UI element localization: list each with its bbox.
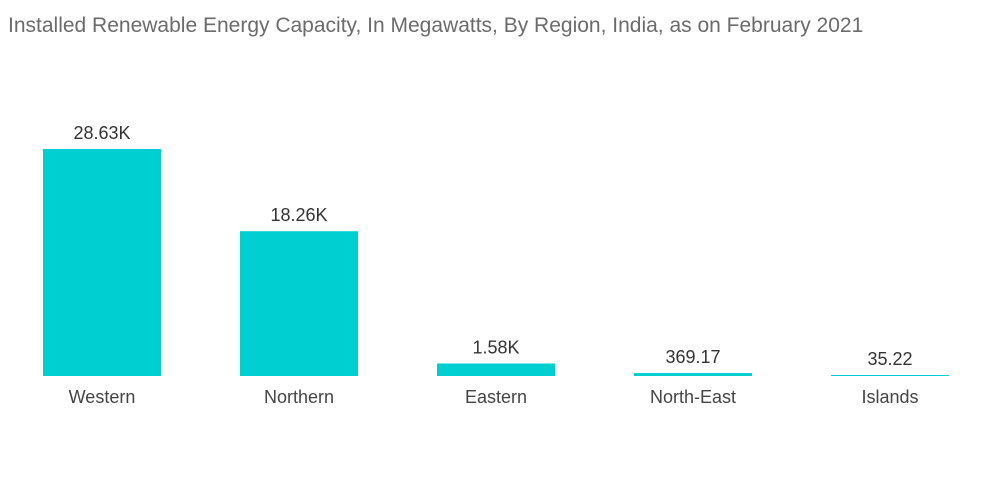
chart-title: Installed Renewable Energy Capacity, In … [8, 14, 864, 37]
bar-eastern [437, 363, 555, 376]
data-label: 18.26K [270, 205, 327, 225]
x-tick-label: Northern [264, 387, 334, 407]
x-tick-label: Eastern [465, 387, 527, 407]
data-label: 35.22 [867, 349, 912, 369]
data-label: 1.58K [472, 337, 519, 357]
data-label: 369.17 [665, 347, 720, 367]
bar-north-east [634, 373, 752, 376]
bar-northern [240, 231, 358, 376]
data-label: 28.63K [73, 123, 130, 143]
x-tick-label: North-East [650, 387, 736, 407]
bar-western [43, 149, 161, 376]
x-tick-label: Western [69, 387, 136, 407]
x-tick-label: Islands [861, 387, 918, 407]
bar-islands [831, 375, 949, 376]
